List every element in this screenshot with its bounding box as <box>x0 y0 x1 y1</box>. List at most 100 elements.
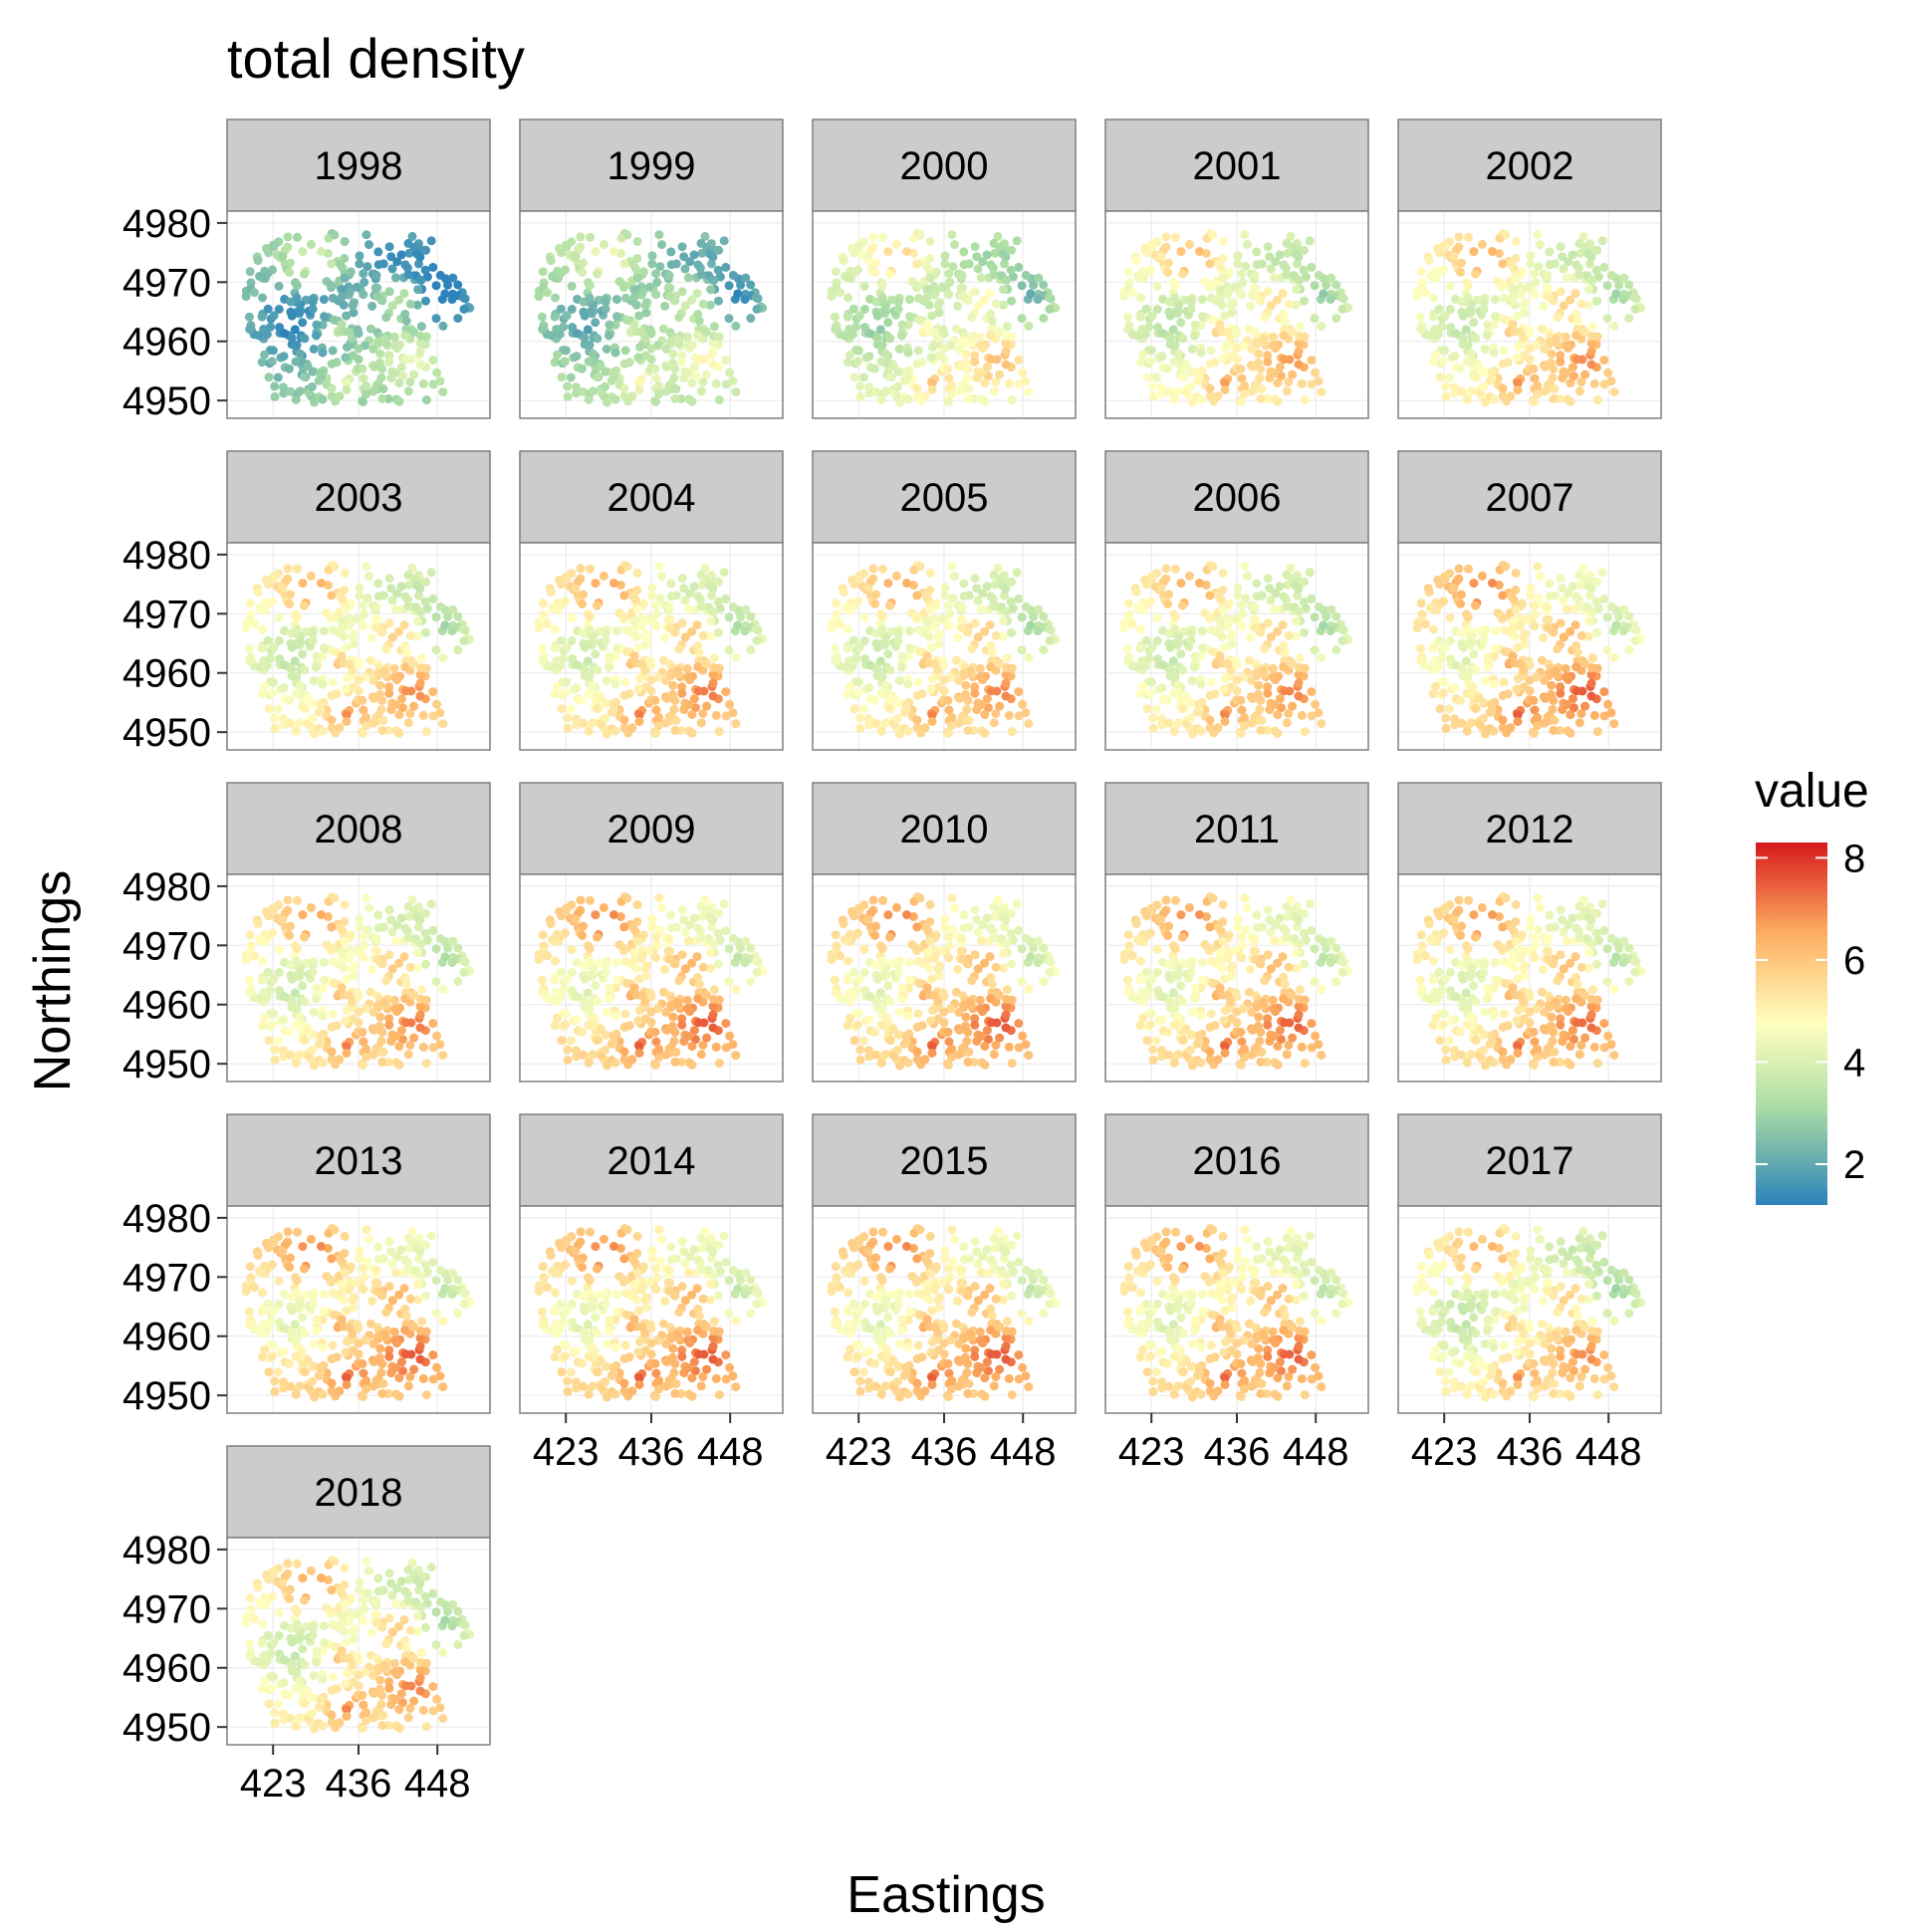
point <box>1279 331 1289 341</box>
point <box>286 1050 295 1060</box>
point <box>353 656 362 666</box>
point <box>285 267 295 277</box>
point <box>922 651 932 661</box>
point <box>344 659 354 669</box>
point <box>362 1044 371 1054</box>
point <box>298 318 308 328</box>
point <box>1263 618 1273 628</box>
point <box>641 639 651 649</box>
point <box>863 252 873 261</box>
point <box>586 638 596 648</box>
point <box>1268 663 1278 673</box>
point <box>400 994 410 1004</box>
point <box>1314 270 1324 280</box>
point <box>1269 604 1279 614</box>
point <box>435 602 445 611</box>
point <box>400 923 410 933</box>
point <box>538 599 548 608</box>
point <box>390 341 400 351</box>
point <box>1157 720 1167 730</box>
point <box>944 269 954 279</box>
point <box>1624 280 1634 290</box>
point <box>1307 262 1317 272</box>
point <box>1491 312 1500 322</box>
point <box>414 259 423 269</box>
point <box>903 348 913 358</box>
point <box>1278 620 1288 630</box>
point <box>1250 712 1260 722</box>
point <box>1489 679 1499 689</box>
point <box>871 386 880 396</box>
point <box>1317 719 1327 729</box>
point <box>378 1048 388 1057</box>
point <box>1586 275 1596 285</box>
point <box>1618 626 1628 636</box>
points-2003 <box>241 561 475 739</box>
point <box>976 341 986 351</box>
point <box>713 265 723 275</box>
point <box>694 979 704 989</box>
point <box>991 630 1001 640</box>
point <box>728 602 738 611</box>
point <box>925 900 935 909</box>
point <box>1574 238 1584 248</box>
point <box>413 616 423 626</box>
point <box>611 295 621 305</box>
point <box>566 1036 576 1046</box>
point <box>708 275 718 285</box>
point <box>1024 387 1034 397</box>
point <box>870 267 880 277</box>
point <box>991 962 1001 972</box>
point <box>593 1036 602 1045</box>
point <box>696 718 706 728</box>
point <box>903 726 913 736</box>
point <box>1178 334 1188 344</box>
point <box>970 357 980 366</box>
point <box>1001 347 1011 357</box>
point <box>1169 726 1179 736</box>
point <box>669 704 679 714</box>
point <box>362 230 371 240</box>
point <box>309 345 319 354</box>
point <box>359 269 368 279</box>
y-tick-label: 4950 <box>122 711 211 755</box>
point <box>274 305 284 314</box>
point <box>751 624 761 634</box>
point <box>1566 396 1575 406</box>
point <box>268 677 278 687</box>
point <box>553 681 563 691</box>
point <box>1181 362 1191 371</box>
point <box>293 638 303 648</box>
point <box>1001 252 1011 262</box>
point <box>980 710 990 720</box>
point <box>985 952 995 962</box>
point <box>1624 645 1634 655</box>
point <box>593 997 603 1007</box>
point <box>1288 701 1298 711</box>
point <box>1014 262 1024 272</box>
point <box>877 612 887 622</box>
point <box>608 367 618 377</box>
point <box>989 1050 999 1060</box>
point <box>893 304 903 314</box>
point <box>1240 562 1250 572</box>
point <box>957 271 967 280</box>
point <box>371 603 381 611</box>
point <box>995 701 1005 711</box>
point <box>1286 563 1296 573</box>
point <box>1215 320 1225 330</box>
point <box>1034 604 1044 614</box>
point <box>586 564 595 574</box>
point <box>741 936 751 946</box>
point <box>354 675 363 685</box>
point <box>1602 612 1612 622</box>
point <box>1440 311 1450 321</box>
point <box>650 363 660 373</box>
point <box>947 389 956 399</box>
point <box>927 1049 937 1058</box>
point <box>927 717 937 726</box>
point <box>601 304 610 314</box>
point <box>292 956 302 966</box>
point <box>317 910 326 919</box>
point <box>440 289 450 299</box>
